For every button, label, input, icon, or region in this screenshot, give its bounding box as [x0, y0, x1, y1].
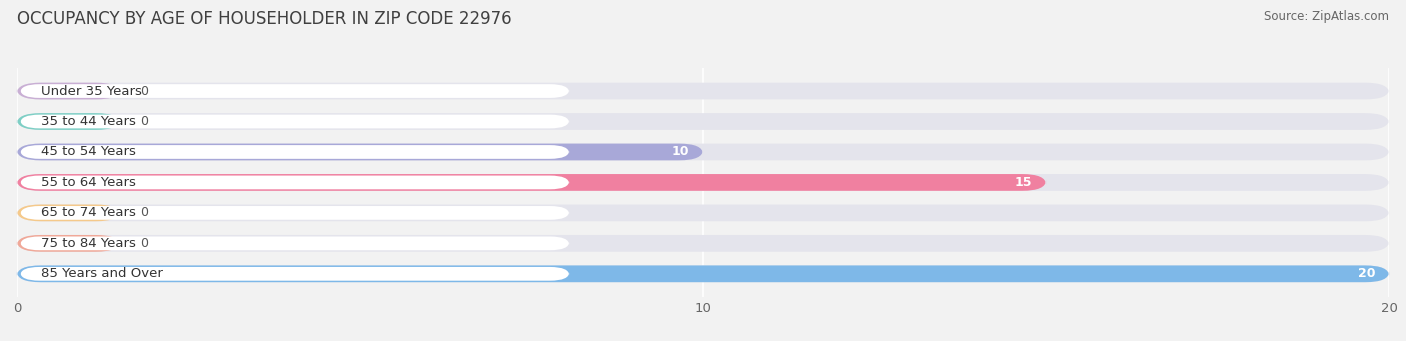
Text: 55 to 64 Years: 55 to 64 Years [41, 176, 136, 189]
FancyBboxPatch shape [17, 265, 1389, 282]
FancyBboxPatch shape [20, 267, 569, 281]
Text: 15: 15 [1015, 176, 1032, 189]
FancyBboxPatch shape [17, 205, 120, 221]
Text: 0: 0 [141, 85, 149, 98]
FancyBboxPatch shape [20, 115, 569, 128]
FancyBboxPatch shape [17, 174, 1389, 191]
Text: 45 to 54 Years: 45 to 54 Years [41, 146, 136, 159]
FancyBboxPatch shape [17, 174, 1046, 191]
FancyBboxPatch shape [20, 84, 569, 98]
Text: Under 35 Years: Under 35 Years [41, 85, 142, 98]
FancyBboxPatch shape [17, 144, 1389, 160]
Text: 0: 0 [141, 237, 149, 250]
FancyBboxPatch shape [17, 113, 120, 130]
FancyBboxPatch shape [20, 206, 569, 220]
FancyBboxPatch shape [17, 113, 1389, 130]
FancyBboxPatch shape [17, 144, 703, 160]
Text: 20: 20 [1358, 267, 1375, 280]
Text: 85 Years and Over: 85 Years and Over [41, 267, 163, 280]
FancyBboxPatch shape [20, 176, 569, 189]
Text: Source: ZipAtlas.com: Source: ZipAtlas.com [1264, 10, 1389, 23]
Text: 65 to 74 Years: 65 to 74 Years [41, 206, 136, 219]
Text: 10: 10 [672, 146, 689, 159]
Text: 0: 0 [141, 115, 149, 128]
Text: 75 to 84 Years: 75 to 84 Years [41, 237, 136, 250]
FancyBboxPatch shape [17, 83, 1389, 100]
FancyBboxPatch shape [17, 235, 1389, 252]
FancyBboxPatch shape [17, 205, 1389, 221]
Text: 35 to 44 Years: 35 to 44 Years [41, 115, 136, 128]
FancyBboxPatch shape [20, 145, 569, 159]
FancyBboxPatch shape [20, 237, 569, 250]
Text: OCCUPANCY BY AGE OF HOUSEHOLDER IN ZIP CODE 22976: OCCUPANCY BY AGE OF HOUSEHOLDER IN ZIP C… [17, 10, 512, 28]
Text: 0: 0 [141, 206, 149, 219]
FancyBboxPatch shape [17, 83, 120, 100]
FancyBboxPatch shape [17, 265, 1389, 282]
FancyBboxPatch shape [17, 235, 120, 252]
